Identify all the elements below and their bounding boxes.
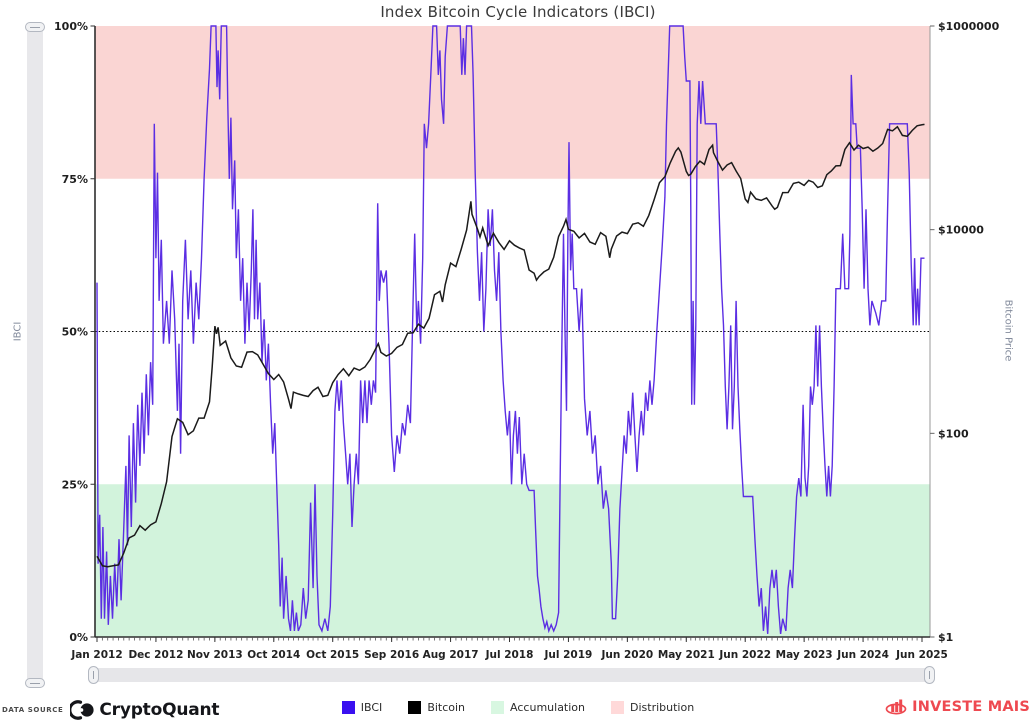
legend-item-accumulation[interactable]: Accumulation: [491, 701, 585, 714]
x-tick-label: Jul 2019: [543, 649, 592, 661]
left-zoom-scrollbar-bottom-handle[interactable]: [25, 678, 45, 688]
x-tick-label: Jun 2024: [836, 649, 889, 661]
data-source-label: DATA SOURCE: [2, 706, 64, 714]
series-bitcoin-line: [96, 123, 925, 568]
data-source-name: CryptoQuant: [99, 700, 220, 720]
x-tick-label: Jun 2025: [895, 649, 948, 661]
legend-swatch: [491, 701, 505, 714]
left-tick-label: 0%: [69, 631, 88, 644]
left-tick-label: 25%: [62, 478, 88, 491]
right-tick-label: $1000000: [938, 20, 1000, 33]
ibci-axis-label: IBCI: [12, 321, 24, 342]
x-tick-label: Sep 2016: [364, 649, 419, 661]
left-zoom-scrollbar-track[interactable]: [27, 23, 43, 687]
x-tick-label: Jul 2018: [485, 649, 534, 661]
brand-name: INVESTE MAIS: [912, 698, 1030, 715]
bitcoin-price-axis-label: Bitcoin Price: [1002, 299, 1014, 362]
x-tick-label: Aug 2017: [423, 649, 479, 661]
zone-accumulation: [95, 484, 930, 637]
legend-item-distribution[interactable]: Distribution: [611, 701, 694, 714]
legend-label: IBCI: [360, 701, 383, 714]
x-tick-label: Oct 2015: [306, 649, 359, 661]
cryptoquant-logo-icon: [70, 700, 95, 720]
x-tick-label: Oct 2014: [247, 649, 300, 661]
left-tick-label: 50%: [62, 326, 88, 339]
legend-swatch: [611, 701, 625, 714]
left-tick-label: 75%: [62, 173, 88, 186]
right-tick-label: $1: [938, 631, 953, 644]
x-tick-label: Jan 2012: [70, 649, 122, 661]
legend-label: Bitcoin: [427, 701, 466, 714]
x-tick-label: Dec 2012: [128, 649, 183, 661]
left-tick-label: 100%: [54, 20, 88, 33]
legend-label: Accumulation: [510, 701, 586, 714]
zone-distribution: [95, 26, 930, 179]
right-tick-label: $10000: [938, 224, 984, 237]
x-tick-label: Jun 2022: [718, 649, 771, 661]
brand-logo: INVESTE MAIS: [885, 698, 1030, 715]
investe-mais-logo-icon: [885, 698, 908, 715]
legend-item-ibci[interactable]: IBCI: [341, 701, 383, 714]
chart-legend: IBCI Bitcoin Accumulation Distribution: [0, 701, 1036, 714]
bottom-zoom-scrollbar-right-handle[interactable]: [924, 666, 935, 684]
footer: DATA SOURCE CryptoQuant IBCI Bitcoin Accum…: [0, 692, 1036, 725]
bottom-zoom-scrollbar-left-handle[interactable]: [88, 666, 99, 684]
right-tick-label: $100: [938, 427, 969, 440]
x-tick-label: May 2023: [776, 649, 833, 661]
series-ibci-line: [96, 25, 925, 634]
left-zoom-scrollbar-top-handle[interactable]: [25, 22, 45, 32]
legend-label: Distribution: [630, 701, 695, 714]
legend-swatch: [341, 701, 355, 714]
data-source: DATA SOURCE CryptoQuant: [2, 700, 220, 720]
x-tick-label: Jun 2020: [600, 649, 653, 661]
legend-item-bitcoin[interactable]: Bitcoin: [408, 701, 465, 714]
legend-swatch: [408, 701, 422, 714]
x-tick-label: May 2021: [658, 649, 715, 661]
bottom-zoom-scrollbar-track[interactable]: [91, 668, 935, 682]
x-tick-label: Nov 2013: [187, 649, 243, 661]
chart-title: Index Bitcoin Cycle Indicators (IBCI): [380, 3, 656, 21]
